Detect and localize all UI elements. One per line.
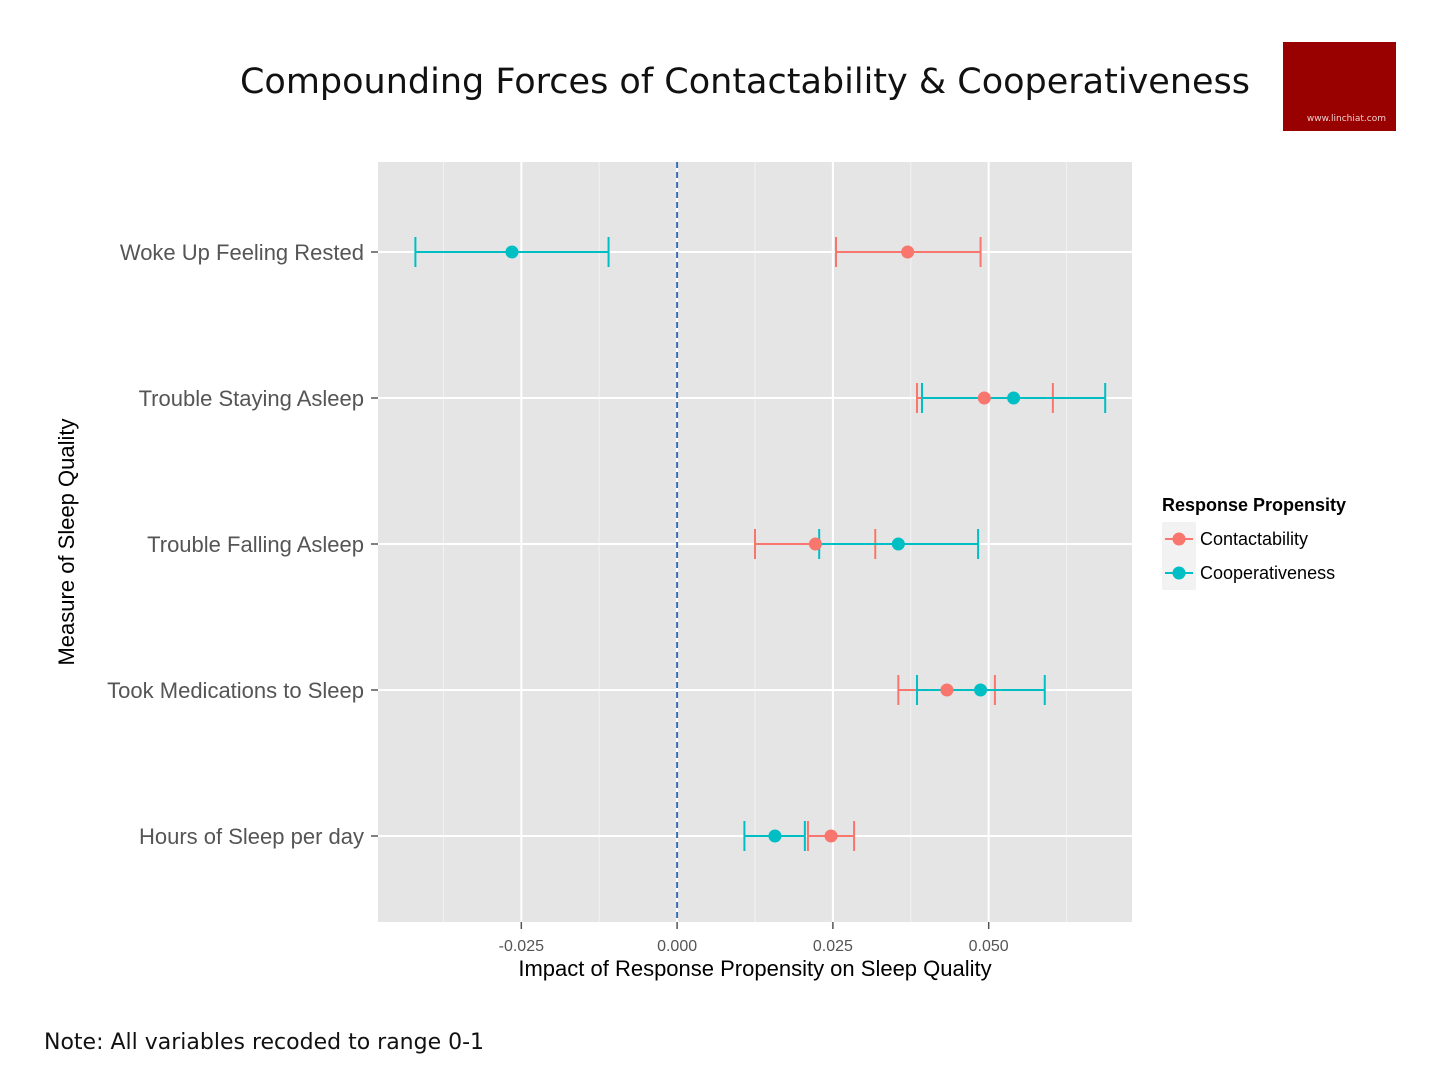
- legend-key-point: [1172, 566, 1186, 580]
- y-tick-label: Hours of Sleep per day: [139, 824, 364, 849]
- x-axis-title: Impact of Response Propensity on Sleep Q…: [518, 956, 991, 981]
- data-point: [824, 829, 838, 843]
- data-point: [977, 391, 991, 405]
- data-point: [808, 537, 822, 551]
- footnote: Note: All variables recoded to range 0-1: [44, 1030, 485, 1055]
- y-tick-label: Trouble Staying Asleep: [139, 386, 364, 411]
- data-point: [901, 245, 915, 259]
- y-tick-label: Woke Up Feeling Rested: [120, 240, 364, 265]
- data-point: [974, 683, 988, 697]
- data-point: [891, 537, 905, 551]
- data-point: [505, 245, 519, 259]
- y-tick-label: Took Medications to Sleep: [107, 678, 364, 703]
- logo: www.linchiat.com: [1283, 42, 1396, 131]
- data-point: [768, 829, 782, 843]
- logo-text: www.linchiat.com: [1306, 114, 1386, 124]
- y-axis-title: Measure of Sleep Quality: [54, 418, 79, 665]
- y-tick-label: Trouble Falling Asleep: [147, 532, 364, 557]
- data-point: [940, 683, 954, 697]
- legend-label: Cooperativeness: [1200, 563, 1335, 583]
- chart-title: Compounding Forces of Contactability & C…: [239, 62, 1251, 102]
- legend-title: Response Propensity: [1162, 495, 1346, 515]
- x-tick-label: 0.025: [813, 938, 853, 955]
- legend-label: Contactability: [1200, 529, 1308, 549]
- legend-key-point: [1172, 532, 1186, 546]
- x-tick-label: -0.025: [499, 938, 544, 955]
- x-tick-label: 0.000: [657, 938, 697, 955]
- data-point: [1007, 391, 1021, 405]
- x-tick-label: 0.050: [969, 938, 1009, 955]
